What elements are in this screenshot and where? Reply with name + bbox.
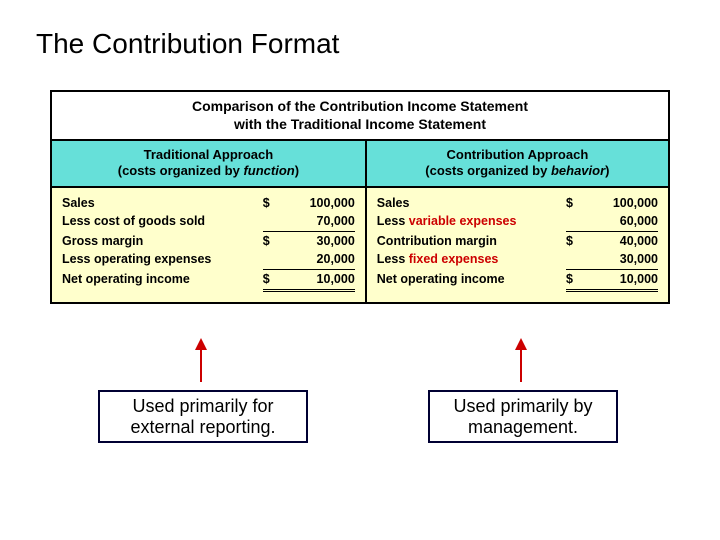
contribution-statement: Sales$100,000Less variable expenses60,00… xyxy=(366,187,669,304)
callout-traditional: Used primarily for external reporting. xyxy=(98,390,308,443)
line-label: Gross margin xyxy=(62,232,263,250)
table-row: Sales$100,000 xyxy=(377,194,658,212)
arrows xyxy=(50,340,670,392)
line-amount: $100,000 xyxy=(566,194,658,212)
traditional-heading: Traditional Approach (costs organized by… xyxy=(51,140,366,187)
line-amount: $40,000 xyxy=(566,232,658,250)
line-amount: 20,000 xyxy=(263,250,355,268)
callout-contribution: Used primarily by management. xyxy=(428,390,618,443)
comparison-table: Comparison of the Contribution Income St… xyxy=(50,90,670,304)
contribution-heading: Contribution Approach (costs organized b… xyxy=(366,140,669,187)
line-label: Less operating expenses xyxy=(62,250,263,268)
table-row: Net operating income$10,000 xyxy=(62,270,355,288)
traditional-heading-prefix: (costs organized by xyxy=(118,163,244,178)
table-row: Sales$100,000 xyxy=(62,194,355,212)
line-amount: 70,000 xyxy=(263,212,355,230)
arrow-traditional xyxy=(200,340,202,382)
arrow-contribution xyxy=(520,340,522,382)
contribution-heading-prefix: (costs organized by xyxy=(425,163,551,178)
table-row: Less variable expenses60,000 xyxy=(377,212,658,230)
contribution-heading-emph: behavior xyxy=(551,163,605,178)
line-amount: $10,000 xyxy=(566,270,658,288)
callout-contribution-line2: management. xyxy=(468,417,578,437)
line-amount: 60,000 xyxy=(566,212,658,230)
traditional-statement: Sales$100,000Less cost of goods sold70,0… xyxy=(51,187,366,304)
line-label: Less variable expenses xyxy=(377,212,566,230)
line-label-emph: variable expenses xyxy=(409,214,517,228)
contribution-heading-suffix: ) xyxy=(605,163,609,178)
table-row: Less fixed expenses30,000 xyxy=(377,250,658,268)
banner-line1: Comparison of the Contribution Income St… xyxy=(192,98,528,114)
line-label-emph: fixed expenses xyxy=(409,252,499,266)
callout-contribution-line1: Used primarily by xyxy=(453,396,592,416)
line-amount: $100,000 xyxy=(263,194,355,212)
line-label: Less fixed expenses xyxy=(377,250,566,268)
slide-title: The Contribution Format xyxy=(0,0,720,60)
table-row: Net operating income$10,000 xyxy=(377,270,658,288)
line-amount: $30,000 xyxy=(263,232,355,250)
line-label: Less cost of goods sold xyxy=(62,212,263,230)
banner-line2: with the Traditional Income Statement xyxy=(234,116,486,132)
table-row: Contribution margin$40,000 xyxy=(377,232,658,250)
callout-traditional-line2: external reporting. xyxy=(130,417,275,437)
line-amount: 30,000 xyxy=(566,250,658,268)
table-row: Less operating expenses20,000 xyxy=(62,250,355,268)
traditional-heading-suffix: ) xyxy=(295,163,299,178)
line-label: Sales xyxy=(377,194,566,212)
line-amount: $10,000 xyxy=(263,270,355,288)
line-label: Net operating income xyxy=(377,270,566,288)
line-label: Contribution margin xyxy=(377,232,566,250)
table-row: Gross margin$30,000 xyxy=(62,232,355,250)
callout-traditional-line1: Used primarily for xyxy=(132,396,273,416)
table-banner: Comparison of the Contribution Income St… xyxy=(51,91,669,140)
traditional-heading-emph: function xyxy=(243,163,294,178)
contribution-heading-line1: Contribution Approach xyxy=(447,147,589,162)
comparison-figure: Comparison of the Contribution Income St… xyxy=(50,90,670,304)
line-label: Sales xyxy=(62,194,263,212)
traditional-heading-line1: Traditional Approach xyxy=(144,147,274,162)
table-row: Less cost of goods sold70,000 xyxy=(62,212,355,230)
line-label: Net operating income xyxy=(62,270,263,288)
